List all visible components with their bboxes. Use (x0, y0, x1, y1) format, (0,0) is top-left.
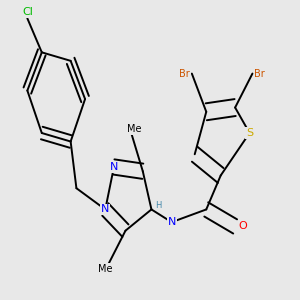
Text: O: O (238, 221, 247, 231)
Text: N: N (101, 204, 110, 214)
Text: N: N (167, 217, 176, 227)
Text: S: S (246, 128, 253, 138)
Text: H: H (155, 201, 162, 210)
Text: Br: Br (254, 69, 265, 79)
Text: N: N (110, 162, 118, 172)
Text: Me: Me (98, 264, 112, 274)
Text: Me: Me (127, 124, 141, 134)
Text: Br: Br (179, 69, 190, 79)
Text: Cl: Cl (22, 7, 33, 17)
